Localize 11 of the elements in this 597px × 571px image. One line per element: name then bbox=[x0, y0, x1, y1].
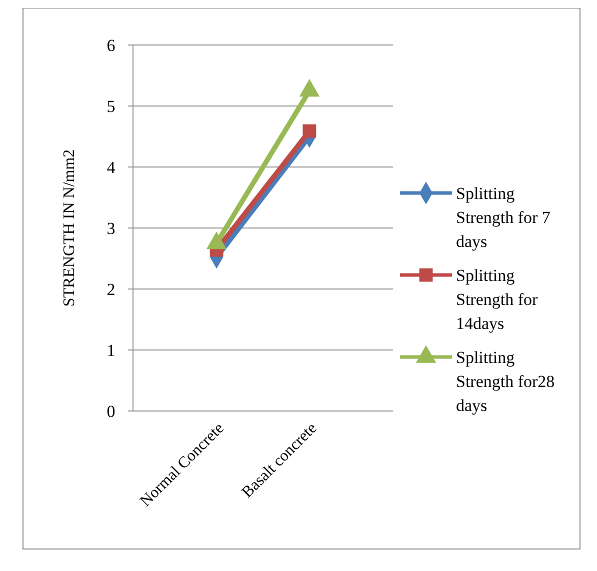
y-axis-title: STRENGTH IN N/mm2 bbox=[61, 149, 78, 307]
y-tick-label: 3 bbox=[106, 218, 116, 238]
y-tick-label: 2 bbox=[106, 280, 116, 299]
y-tick-label: 1 bbox=[106, 340, 116, 360]
legend-label: Splitting Strength for 7 days bbox=[456, 184, 551, 251]
y-tick-label: 0 bbox=[106, 402, 116, 421]
y-tick-label: 6 bbox=[106, 36, 116, 55]
legend-label: Splitting Strength for 14days bbox=[456, 266, 538, 333]
y-tick-label: 4 bbox=[106, 158, 116, 177]
y-tick-label: 5 bbox=[106, 96, 116, 116]
legend-label: Splitting Strength for28 days bbox=[456, 348, 555, 415]
